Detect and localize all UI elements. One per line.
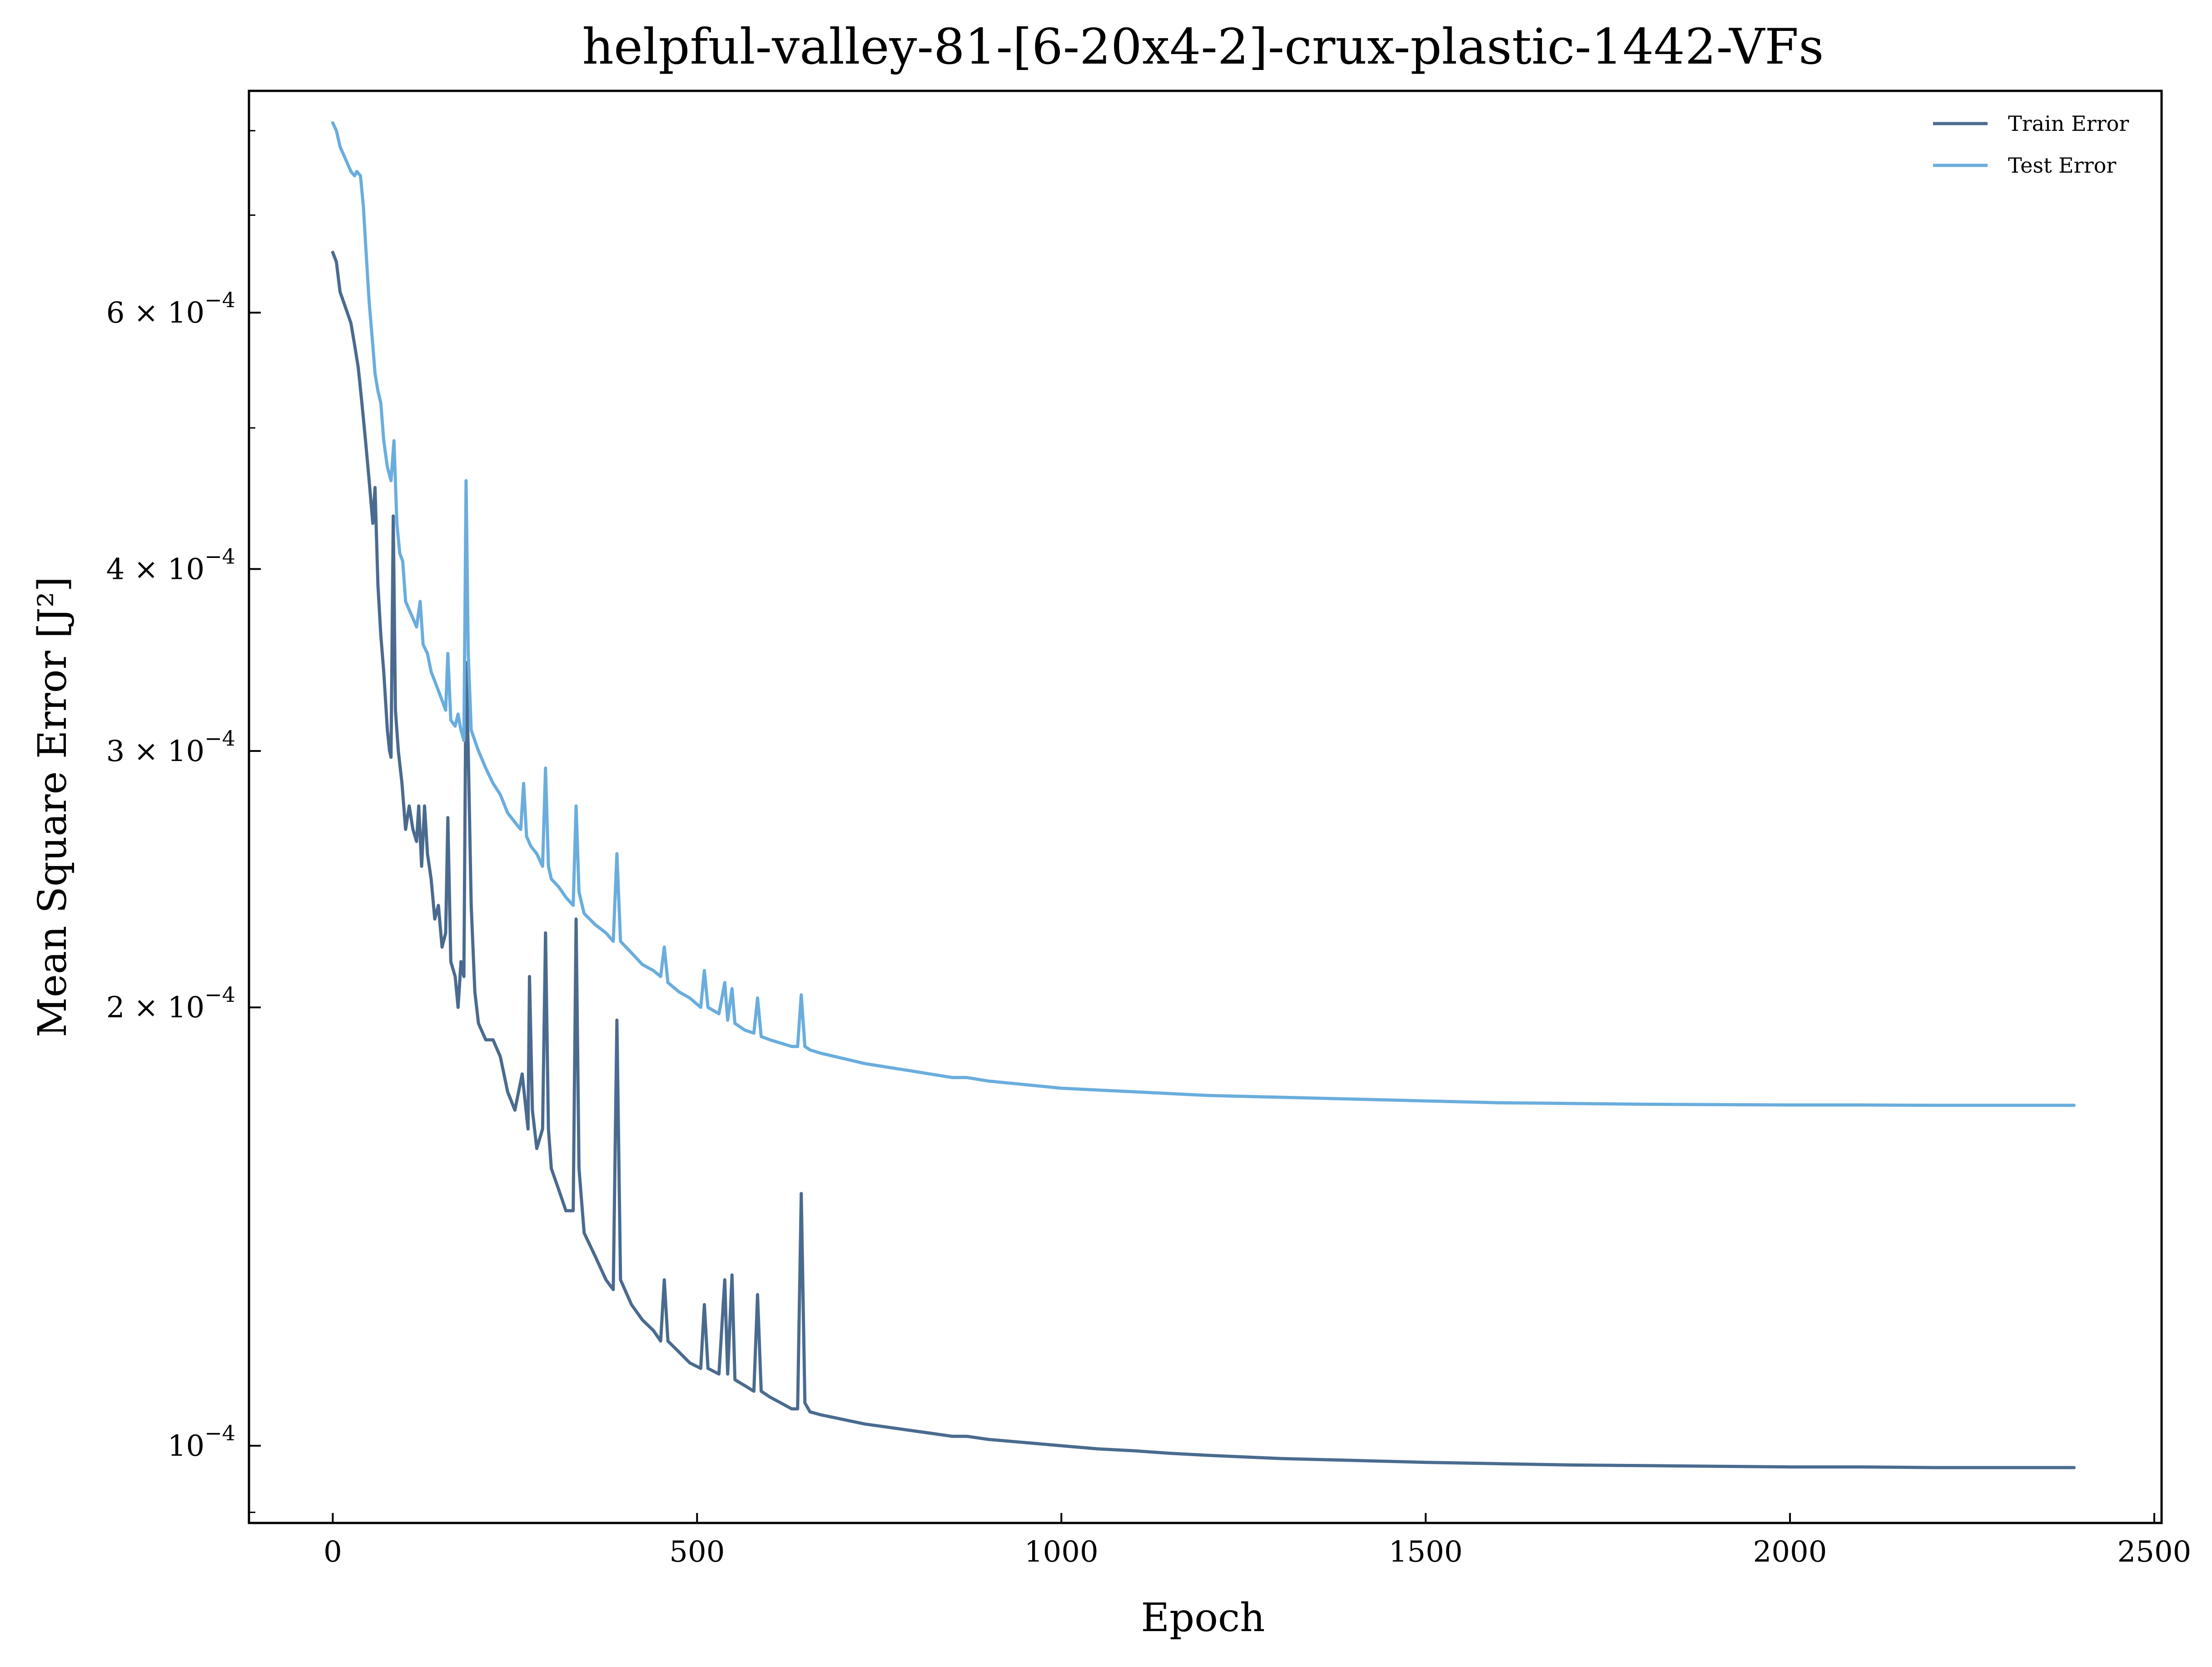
- x-tick-label: 2500: [2118, 1535, 2192, 1569]
- legend-label: Test Error: [2008, 153, 2116, 178]
- y-tick-label: 3 × 10−4: [106, 726, 235, 768]
- legend-label: Train Error: [2008, 111, 2129, 136]
- x-tick-label: 0: [323, 1535, 342, 1569]
- y-tick-label: 2 × 10−4: [106, 982, 235, 1025]
- x-tick-label: 2000: [1753, 1535, 1827, 1569]
- series-line-test-error: [331, 121, 2076, 1107]
- legend: Train Error Test Error: [1933, 111, 2129, 178]
- x-tick-label: 500: [669, 1535, 725, 1569]
- series-line-train-error: [331, 250, 2076, 1469]
- x-axis-label: Epoch: [1141, 1595, 1265, 1641]
- y-axis: 10−4 2 × 10−4 3 × 10−4 4 × 10−4 6 × 10−4: [106, 130, 261, 1513]
- chart-title: helpful-valley-81-[6-20x4-2]-crux-plasti…: [582, 19, 1824, 75]
- y-axis-label: Mean Square Error [J²]: [30, 577, 75, 1037]
- y-tick-label: 4 × 10−4: [106, 544, 235, 586]
- y-tick-label: 6 × 10−4: [106, 288, 235, 330]
- y-tick-label: 10−4: [168, 1421, 235, 1463]
- x-axis: 0 500 1000 1500 2000 2500: [323, 1513, 2191, 1569]
- x-tick-label: 1000: [1024, 1535, 1099, 1569]
- x-tick-label: 1500: [1389, 1535, 1463, 1569]
- series-layer: [331, 121, 2076, 1469]
- plot-area-frame: [248, 90, 2163, 1524]
